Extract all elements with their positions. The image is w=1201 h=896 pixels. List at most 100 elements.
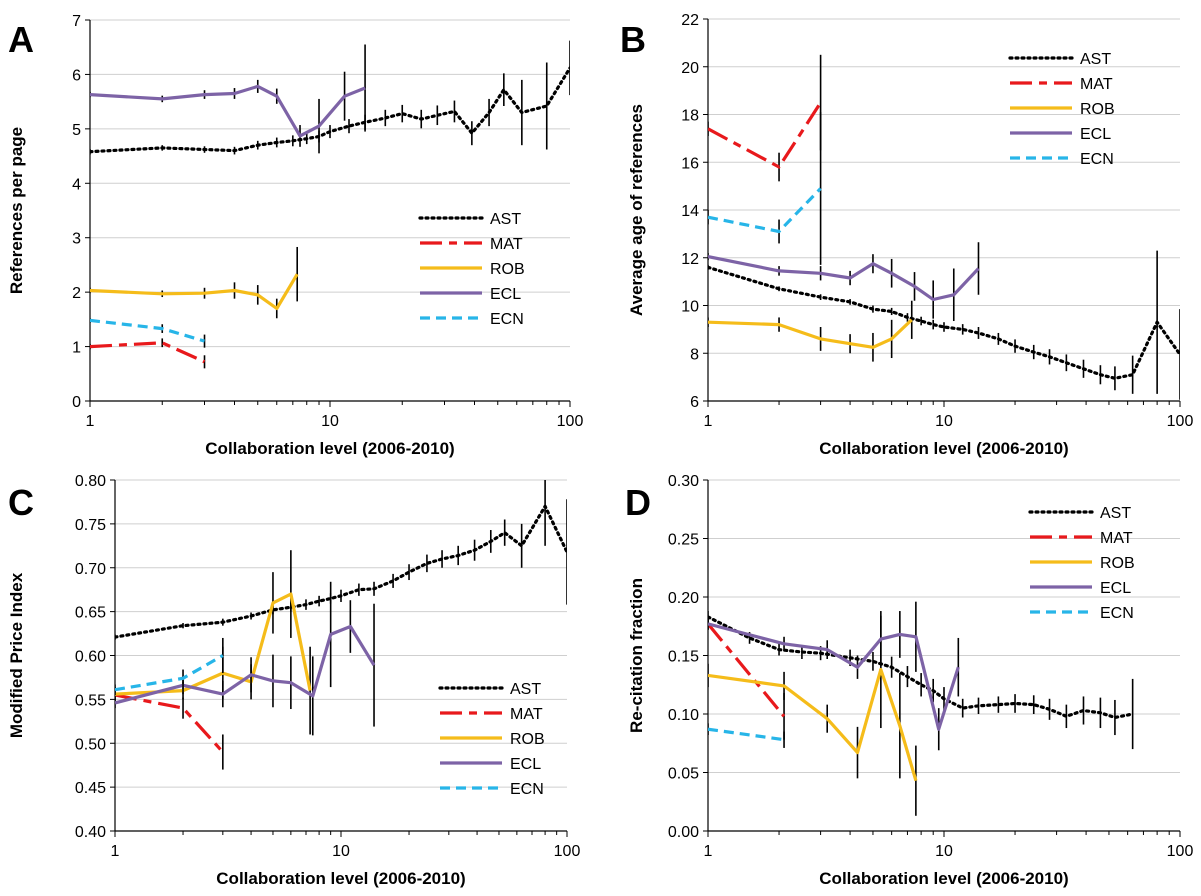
series-ast bbox=[115, 480, 567, 640]
legend-label: ECN bbox=[490, 311, 524, 328]
gridlines bbox=[708, 479, 1180, 773]
x-axis-title: Collaboration level (2006-2010) bbox=[205, 439, 454, 458]
series-ecn bbox=[708, 112, 822, 265]
panel-d: 0.00 0.05 0.10 0.15 0.20 0.25 0.30 1 10 100 Collab… bbox=[625, 473, 1193, 888]
y-axis-title: Re-citation fraction bbox=[627, 578, 646, 733]
legend-label: MAT bbox=[1100, 530, 1133, 547]
y-tick-label: 0.80 bbox=[75, 473, 106, 490]
y-tick-label: 8 bbox=[690, 346, 699, 363]
x-tick-label: 1 bbox=[86, 413, 95, 430]
y-axis-title: Average age of references bbox=[627, 104, 646, 316]
y-tick-label: 0.75 bbox=[75, 517, 106, 534]
x-tick-label: 10 bbox=[321, 413, 339, 430]
legend-label: AST bbox=[1080, 51, 1111, 68]
series-line-mat bbox=[115, 693, 224, 754]
y-tick-label: 0.50 bbox=[75, 736, 106, 753]
y-tick-label: 4 bbox=[72, 176, 81, 193]
y-tick-label: 20 bbox=[681, 60, 699, 77]
y-tick-label: 6 bbox=[690, 394, 699, 411]
legend-label: ROB bbox=[490, 261, 525, 278]
y-tick-label: 16 bbox=[681, 155, 699, 172]
series-line-ast bbox=[708, 615, 1135, 720]
series-line-mat bbox=[90, 341, 206, 364]
plot-area bbox=[90, 40, 570, 369]
y-tick-label: 0.00 bbox=[668, 824, 699, 841]
y-tick-label: 0.05 bbox=[668, 766, 699, 783]
legend: AST MAT ROB ECL ECN bbox=[418, 211, 525, 328]
legend: AST MAT ROB ECL ECN bbox=[438, 681, 545, 798]
series-ecl bbox=[708, 242, 980, 322]
series-line-ecl bbox=[115, 624, 376, 705]
series-line-mat bbox=[708, 622, 786, 718]
x-tick-label: 10 bbox=[935, 413, 953, 430]
panel-b: 6 8 10 12 14 16 18 20 22 1 10 100 Collaboration leve… bbox=[620, 12, 1193, 458]
y-tick-label: 0.60 bbox=[75, 649, 106, 666]
x-axis-title: Collaboration level (2006-2010) bbox=[819, 869, 1068, 888]
x-tick-label: 10 bbox=[332, 843, 350, 860]
gridlines bbox=[115, 479, 567, 788]
series-line-ecn bbox=[115, 654, 224, 692]
y-tick-label: 10 bbox=[681, 299, 699, 316]
series-line-ecn bbox=[708, 187, 822, 234]
legend-label: AST bbox=[490, 211, 521, 228]
legend-label: MAT bbox=[490, 236, 523, 253]
legend-label: AST bbox=[510, 681, 541, 698]
plot-area bbox=[708, 601, 1135, 816]
series-ecn bbox=[708, 723, 785, 748]
y-tick-label: 1 bbox=[72, 340, 81, 357]
legend-label: ECL bbox=[490, 286, 521, 303]
legend-label: AST bbox=[1100, 505, 1131, 522]
series-line-ast bbox=[90, 66, 570, 154]
y-tick-label: 5 bbox=[72, 122, 81, 139]
series-line-rob bbox=[90, 273, 299, 311]
legend-label: ROB bbox=[1080, 101, 1115, 118]
series-ecl bbox=[90, 44, 366, 154]
panel-c: 0.40 0.45 0.50 0.55 0.60 0.65 0.70 0.75 0.80 1 10 1… bbox=[7, 473, 581, 888]
x-tick-label: 100 bbox=[557, 413, 584, 430]
panel-letter: A bbox=[8, 19, 34, 60]
panel-letter: C bbox=[8, 482, 34, 523]
legend-label: MAT bbox=[510, 706, 543, 723]
y-tick-label: 0.15 bbox=[668, 649, 699, 666]
panel-letter: B bbox=[620, 19, 646, 60]
legend-label: ECN bbox=[1100, 605, 1134, 622]
legend: AST MAT ROB ECL ECN bbox=[1028, 505, 1135, 622]
series-ast bbox=[708, 611, 1135, 750]
y-tick-label: 6 bbox=[72, 67, 81, 84]
gridlines bbox=[708, 18, 1180, 354]
legend-label: MAT bbox=[1080, 76, 1113, 93]
y-tick-label: 22 bbox=[681, 12, 699, 29]
plot-area bbox=[115, 480, 567, 770]
legend: AST MAT ROB ECL ECN bbox=[1008, 51, 1115, 168]
legend-label: ROB bbox=[1100, 555, 1135, 572]
legend-label: ECL bbox=[1100, 580, 1131, 597]
y-tick-label: 0.65 bbox=[75, 605, 106, 622]
series-line-mat bbox=[708, 101, 822, 169]
series-ast bbox=[708, 250, 1180, 400]
series-ecl bbox=[708, 601, 960, 751]
x-tick-label: 1 bbox=[704, 843, 713, 860]
x-tick-label: 1 bbox=[111, 843, 120, 860]
series-ecn bbox=[90, 318, 206, 348]
plot-area bbox=[708, 54, 1180, 400]
x-axis-title: Collaboration level (2006-2010) bbox=[819, 439, 1068, 458]
x-tick-label: 100 bbox=[1167, 413, 1194, 430]
x-tick-label: 1 bbox=[704, 413, 713, 430]
y-tick-label: 0.55 bbox=[75, 692, 106, 709]
y-tick-label: 0 bbox=[72, 394, 81, 411]
series-line-ecn bbox=[90, 318, 205, 343]
series-ecn bbox=[115, 637, 224, 695]
y-tick-label: 3 bbox=[72, 231, 81, 248]
y-tick-label: 7 bbox=[72, 13, 81, 30]
series-line-rob bbox=[708, 318, 913, 349]
x-tick-label: 100 bbox=[554, 843, 581, 860]
series-line-ecl bbox=[708, 255, 980, 302]
y-tick-label: 0.40 bbox=[75, 824, 106, 841]
y-tick-label: 0.20 bbox=[668, 590, 699, 607]
legend-label: ROB bbox=[510, 731, 545, 748]
y-tick-label: 0.70 bbox=[75, 561, 106, 578]
series-rob bbox=[708, 611, 918, 816]
y-axis-title: Modified Price Index bbox=[7, 572, 26, 738]
